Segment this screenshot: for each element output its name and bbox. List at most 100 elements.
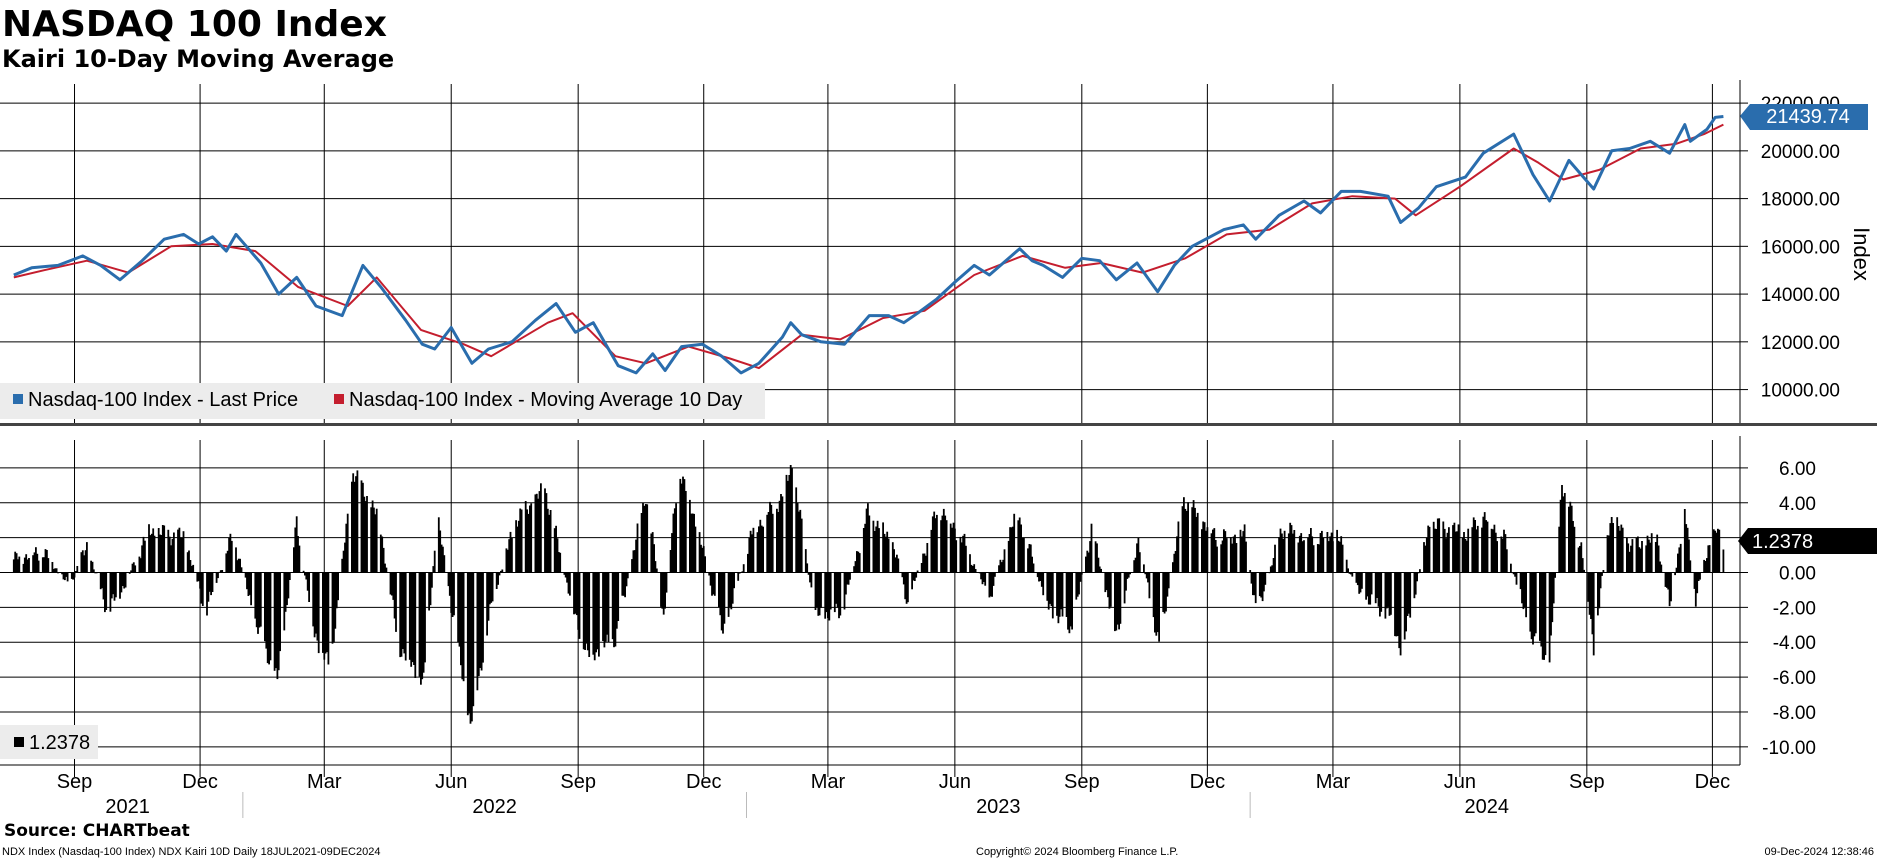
kairi-bar (978, 572, 981, 574)
kairi-bar (1472, 517, 1475, 573)
kairi-bar (1013, 513, 1016, 573)
kairi-bar (287, 572, 290, 599)
kairi-bar (1100, 568, 1102, 573)
kairi-bar (951, 527, 953, 573)
kairi-bar (524, 501, 527, 573)
kairi-bar (1018, 517, 1021, 573)
kairi-bar (1668, 572, 1671, 607)
kairi-bar (1394, 572, 1396, 637)
kairi-y-tick-label: 0.00 (1779, 564, 1816, 585)
kairi-bar (762, 526, 764, 573)
kairi-bar (549, 510, 552, 573)
kairi-bar (1087, 552, 1090, 573)
kairi-bar (1136, 543, 1138, 573)
kairi-last-value-tag: 1.2378 (1738, 528, 1877, 554)
kairi-bar (1395, 572, 1398, 637)
kairi-bar (691, 513, 694, 573)
kairi-bar (1461, 537, 1464, 573)
kairi-bar (1588, 572, 1591, 615)
kairi-bar (671, 533, 673, 573)
kairi-bar (747, 553, 749, 573)
kairi-bar (1010, 527, 1013, 573)
kairi-bar (1366, 572, 1369, 597)
kairi-bar (1500, 536, 1503, 573)
kairi-bar (1129, 572, 1131, 575)
kairi-bar (283, 572, 286, 631)
kairi-bar (1474, 520, 1476, 573)
kairi-bar (1243, 524, 1246, 573)
chart-title: NASDAQ 100 Index (2, 4, 387, 45)
kairi-bar (916, 570, 919, 573)
kairi-bar (1708, 545, 1711, 573)
kairi-bar (1384, 572, 1387, 619)
kairi-bar (1017, 520, 1020, 573)
kairi-bar (1540, 572, 1543, 647)
kairi-bar (1137, 537, 1140, 573)
kairi-bar (157, 528, 160, 573)
kairi-bar (219, 570, 222, 573)
kairi-bar (907, 572, 909, 603)
kairi-bar (1608, 535, 1610, 573)
kairi-bar (825, 572, 828, 613)
kairi-bar (974, 569, 977, 573)
kairi-bar (1376, 572, 1378, 598)
kairi-bar (1715, 532, 1718, 573)
x-month-label: Mar (811, 771, 846, 793)
kairi-bar (1358, 572, 1361, 594)
kairi-bar (508, 539, 511, 573)
kairi-bar (461, 572, 464, 680)
kairi-bar (698, 532, 701, 573)
kairi-bar (32, 555, 34, 573)
kairi-bar (370, 507, 373, 573)
kairi-bar (1717, 528, 1719, 573)
kairi-bar (1654, 542, 1657, 573)
kairi-bar (1407, 572, 1410, 614)
x-month-label: Jun (939, 771, 971, 793)
kairi-y-tick-label: -2.00 (1773, 598, 1816, 619)
kairi-bar (1254, 572, 1257, 604)
kairi-bar (432, 566, 435, 573)
kairi-bar (758, 526, 760, 573)
kairi-bar (266, 572, 269, 664)
kairi-bar (1319, 533, 1322, 573)
kairi-bar (1065, 572, 1068, 617)
kairi-bar (1568, 506, 1570, 573)
kairi-bar (498, 572, 501, 576)
kairi-bar (980, 572, 982, 580)
kairi-bar (113, 572, 116, 601)
kairi-bar (567, 572, 570, 594)
kairi-bar (931, 516, 934, 573)
kairi-bar (1125, 572, 1127, 591)
kairi-bar (326, 572, 328, 653)
ticker-info: NDX Index (Nasdaq-100 Index) NDX Kairi 1… (2, 846, 380, 858)
x-year-label: 2024 (1465, 796, 1510, 818)
kairi-bar (1533, 572, 1536, 637)
kairi-bar (1127, 572, 1130, 578)
x-month-label: Mar (307, 771, 342, 793)
kairi-bar (742, 564, 745, 573)
kairi-bar (1080, 572, 1083, 575)
kairi-bar (138, 556, 141, 573)
kairi-bar (1626, 537, 1628, 573)
kairi-bar (1138, 552, 1141, 573)
kairi-bar (955, 540, 958, 573)
kairi-bar (847, 572, 850, 585)
kairi-bar (1370, 572, 1373, 595)
kairi-bar (1453, 522, 1456, 573)
kairi-bar (1599, 572, 1602, 589)
kairi-bar (614, 572, 617, 647)
kairi-bar (800, 518, 803, 573)
kairi-bar (646, 504, 649, 573)
kairi-bar (1261, 572, 1264, 602)
kairi-bar (566, 572, 568, 583)
kairi-bar (1577, 547, 1580, 573)
kairi-bar (564, 572, 567, 578)
kairi-bar (1598, 572, 1601, 609)
kairi-bar (1493, 524, 1496, 573)
kairi-bar (672, 513, 675, 573)
kairi-bar (520, 509, 523, 573)
kairi-bar (1706, 558, 1708, 573)
kairi-bar (642, 502, 644, 573)
kairi-bar (1457, 524, 1460, 573)
kairi-bar (1436, 518, 1439, 573)
